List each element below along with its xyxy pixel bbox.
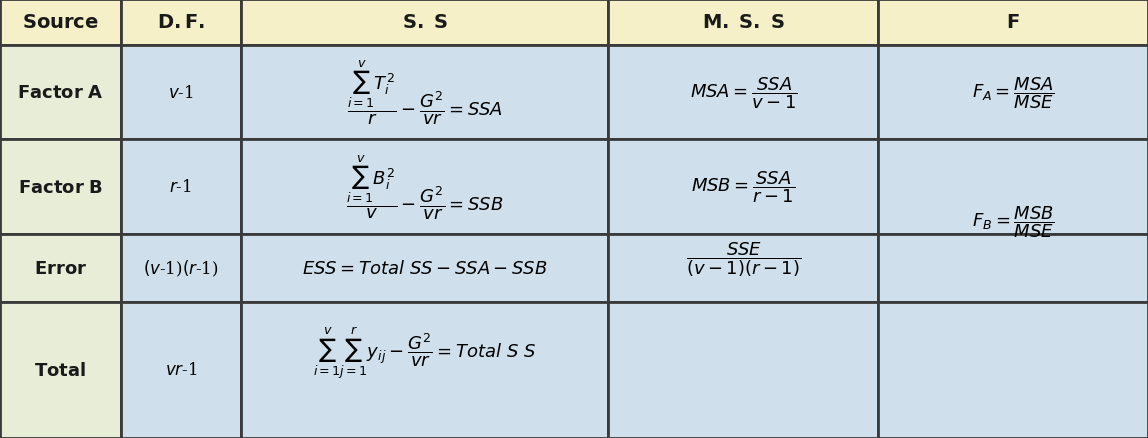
Text: $MSB = \dfrac{SSA}{r-1}$: $MSB = \dfrac{SSA}{r-1}$	[691, 170, 796, 205]
Text: $\mathbf{Factor\ A}$: $\mathbf{Factor\ A}$	[17, 84, 103, 102]
Bar	[608, 234, 878, 302]
Text: $\mathit{v}$-1: $\mathit{v}$-1	[168, 85, 194, 102]
Bar	[121, 0, 241, 46]
Bar	[878, 140, 1148, 234]
Bar	[608, 0, 878, 46]
Text: $\dfrac{\sum_{i=1}^{v}T_i^2}{r} - \dfrac{G^2}{vr} = SSA$: $\dfrac{\sum_{i=1}^{v}T_i^2}{r} - \dfrac…	[347, 59, 503, 127]
Bar	[878, 302, 1148, 438]
Bar	[121, 234, 241, 302]
Bar	[608, 46, 878, 140]
Text: $\dfrac{SSE}{(v-1)(r-1)}$: $\dfrac{SSE}{(v-1)(r-1)}$	[685, 240, 801, 279]
Bar	[608, 140, 878, 234]
Bar	[241, 46, 608, 140]
Text: $ESS = Total\ SS - SSA - SSB$: $ESS = Total\ SS - SSA - SSB$	[302, 259, 548, 277]
Bar	[878, 234, 1148, 302]
Text: $\mathbf{Factor\ B}$: $\mathbf{Factor\ B}$	[17, 178, 103, 196]
Bar	[608, 302, 878, 438]
Text: $\sum_{i=1}^{v}\sum_{j=1}^{r}y_{ij} - \dfrac{G^2}{vr} = Total\ S\ S$: $\sum_{i=1}^{v}\sum_{j=1}^{r}y_{ij} - \d…	[313, 325, 536, 380]
Bar	[0, 140, 121, 234]
Bar	[121, 46, 241, 140]
Text: $\mathit{r}$-1: $\mathit{r}$-1	[170, 179, 192, 196]
Bar	[241, 234, 608, 302]
Bar	[0, 234, 121, 302]
Text: $\mathbf{D.F.}$: $\mathbf{D.F.}$	[157, 14, 204, 32]
Bar	[121, 302, 241, 438]
Bar	[0, 46, 121, 140]
Text: $F_B = \dfrac{MSB}{MSE}$: $F_B = \dfrac{MSB}{MSE}$	[971, 203, 1055, 239]
Text: $F_A = \dfrac{MSA}{MSE}$: $F_A = \dfrac{MSA}{MSE}$	[971, 75, 1055, 111]
Bar	[0, 302, 121, 438]
Text: $\dfrac{\sum_{i=1}^{v}B_i^2}{v} - \dfrac{G^2}{vr} = SSB$: $\dfrac{\sum_{i=1}^{v}B_i^2}{v} - \dfrac…	[346, 153, 504, 221]
Text: $\mathbf{S.\ S}$: $\mathbf{S.\ S}$	[402, 14, 448, 32]
Text: $\mathbf{Source}$: $\mathbf{Source}$	[22, 14, 99, 32]
Text: $\mathbf{F}$: $\mathbf{F}$	[1007, 14, 1019, 32]
Bar	[241, 0, 608, 46]
Bar	[241, 302, 608, 438]
Text: $\mathbf{Error}$: $\mathbf{Error}$	[33, 259, 87, 277]
Bar	[0, 0, 121, 46]
Bar	[878, 46, 1148, 140]
Text: $(\mathit{v}$-1)$(\mathit{r}$-1): $(\mathit{v}$-1)$(\mathit{r}$-1)	[144, 258, 218, 279]
Text: $\mathit{vr}$-1: $\mathit{vr}$-1	[164, 362, 197, 378]
Text: $MSA = \dfrac{SSA}{v-1}$: $MSA = \dfrac{SSA}{v-1}$	[690, 75, 797, 111]
Text: $\mathbf{Total}$: $\mathbf{Total}$	[34, 361, 86, 379]
Text: $\mathbf{M.\ S.\ S}$: $\mathbf{M.\ S.\ S}$	[701, 14, 785, 32]
Bar	[241, 140, 608, 234]
Bar	[121, 140, 241, 234]
Bar	[878, 0, 1148, 46]
